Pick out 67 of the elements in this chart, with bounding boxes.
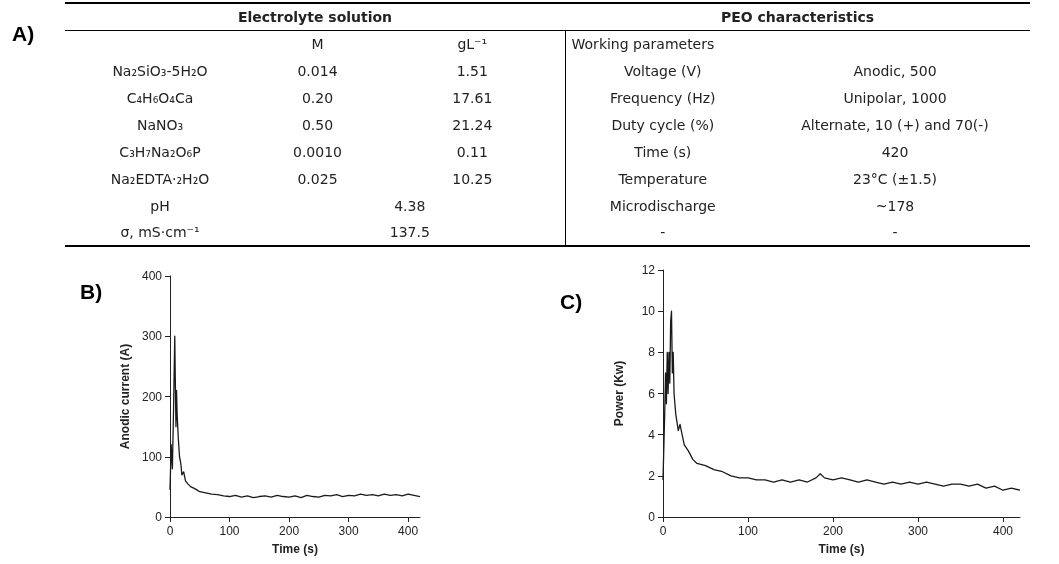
text: 0.025 <box>296 169 339 189</box>
x-tick-label: 300 <box>907 524 929 538</box>
y-tick-label: 8 <box>648 345 656 360</box>
text: Frequency (Hz) <box>609 88 717 108</box>
text: - <box>565 219 761 246</box>
text: Time (s) <box>633 142 693 162</box>
y-tick-label: 6 <box>648 386 656 401</box>
y-tick-label: 0 <box>648 510 656 524</box>
text: Electrolyte solution <box>65 3 566 30</box>
x-tick-label: 200 <box>279 524 300 538</box>
text: 0.0010 <box>292 142 343 162</box>
y-tick-label: 4 <box>648 427 656 442</box>
text: Alternate, 10 (+) and 70(-) <box>800 115 990 135</box>
text: 10.25 <box>380 165 566 192</box>
x-tick-label: 100 <box>737 524 759 538</box>
x-tick-label: 400 <box>398 524 419 538</box>
text: σ, mS·cm⁻¹ <box>65 219 255 246</box>
y-tick-label: 100 <box>141 449 163 464</box>
chart-title: B) <box>80 280 103 304</box>
text: Microdischarge <box>608 196 717 216</box>
x-tick-label: 0 <box>166 524 174 538</box>
text: 4.38 <box>255 192 566 219</box>
y-tick-label: 400 <box>141 269 163 283</box>
y-tick-label: 200 <box>141 389 163 404</box>
text: - <box>760 219 1031 246</box>
text: A) <box>12 22 35 46</box>
x-tick-label: 400 <box>992 524 1014 538</box>
y-axis-title: Anodic current (A) <box>118 343 133 450</box>
x-tick-label: 100 <box>219 524 240 538</box>
text: M <box>310 34 325 54</box>
text: Na₂SiO₃-5H₂O <box>111 61 209 81</box>
text: 0.11 <box>380 138 566 165</box>
text: Working parameters <box>570 34 716 54</box>
text: Unipolar, 1000 <box>842 88 948 108</box>
text: Duty cycle (%) <box>610 115 716 135</box>
x-tick-label: 300 <box>338 524 359 538</box>
y-tick-label: 300 <box>141 329 163 344</box>
text: NaNO₃ <box>135 115 185 135</box>
text: Temperature <box>617 169 709 189</box>
y-tick-label: 0 <box>155 510 163 524</box>
text: gL⁻¹ <box>380 30 566 57</box>
text: 0.014 <box>296 61 339 81</box>
text: pH <box>149 196 171 216</box>
x-axis-title: Time (s) <box>272 542 318 556</box>
text: C₃H₇Na₂O₆P <box>118 142 202 162</box>
text: 21.24 <box>380 111 566 138</box>
text: 0.20 <box>300 88 335 108</box>
x-axis-title: Time (s) <box>818 542 865 556</box>
text: 0.50 <box>300 115 335 135</box>
text: 23°C (±1.5) <box>852 169 938 189</box>
text: ~178 <box>874 196 916 216</box>
y-tick-label: 12 <box>641 263 656 277</box>
text: Voltage (V) <box>623 61 703 81</box>
text: 17.61 <box>380 84 566 111</box>
text: PEO characteristics <box>565 3 1031 30</box>
text: 420 <box>880 142 910 162</box>
x-tick-label: 0 <box>659 524 667 538</box>
text: C) <box>560 290 583 314</box>
y-tick-label: 2 <box>648 468 656 483</box>
text: 1.51 <box>380 57 566 84</box>
y-axis-title: Power (Kw) <box>612 360 626 427</box>
text: Anodic, 500 <box>852 61 938 81</box>
text: C₄H₆O₄Ca <box>125 88 195 108</box>
y-tick-label: 10 <box>641 304 656 319</box>
x-tick-label: 200 <box>822 524 844 538</box>
text: Na₂EDTA·₂H₂O <box>109 169 211 189</box>
text: 137.5 <box>255 219 566 246</box>
